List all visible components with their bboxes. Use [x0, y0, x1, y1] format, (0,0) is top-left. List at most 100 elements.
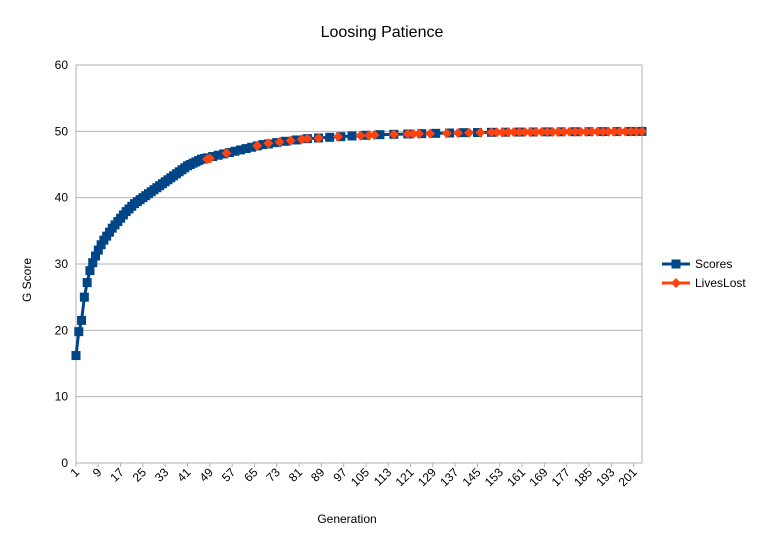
data-point [547, 126, 558, 137]
data-point [625, 126, 636, 137]
data-point [375, 130, 385, 140]
series-liveslost [202, 126, 647, 165]
y-tick-label: 50 [55, 124, 69, 138]
data-point [575, 126, 586, 137]
data-point [542, 126, 553, 137]
data-point [514, 127, 525, 138]
x-tick-label: 201 [616, 465, 640, 489]
data-point [302, 133, 313, 144]
data-point [614, 126, 625, 137]
data-point [355, 130, 366, 141]
data-point [96, 240, 106, 250]
x-tick-label: 113 [371, 465, 395, 489]
x-tick-label: 177 [549, 465, 573, 489]
data-point [586, 126, 597, 137]
data-point [637, 126, 647, 137]
data-point [464, 127, 475, 138]
y-tick-label: 10 [55, 390, 69, 404]
series-scores [71, 126, 647, 361]
x-tick-label: 81 [286, 465, 306, 485]
data-point [236, 145, 246, 155]
data-point [503, 127, 514, 138]
data-point [525, 126, 536, 137]
x-tick-label: 153 [482, 465, 506, 489]
data-point [570, 126, 581, 137]
data-point [388, 129, 399, 140]
data-point [452, 127, 463, 138]
data-point [74, 327, 84, 337]
y-tick-label: 0 [61, 456, 68, 470]
data-point [603, 126, 614, 137]
x-tick-label: 1 [67, 465, 82, 480]
data-point [592, 126, 603, 137]
data-point [85, 266, 95, 276]
data-point [486, 127, 497, 138]
x-tick-label: 137 [437, 465, 461, 489]
data-point [280, 136, 290, 146]
data-point [408, 128, 419, 139]
axes [75, 64, 643, 467]
y-tick-labels: 0 10 20 30 40 50 60 [55, 58, 69, 470]
data-point [519, 126, 530, 137]
x-tick-label: 65 [241, 465, 261, 485]
data-point [347, 131, 357, 141]
x-tick-label: 9 [90, 465, 105, 480]
x-tick-label: 161 [504, 465, 528, 489]
data-point [204, 153, 215, 164]
x-tick-label: 89 [308, 465, 328, 485]
y-tick-label: 60 [55, 58, 69, 72]
data-point [492, 127, 503, 138]
data-point [213, 150, 223, 160]
data-point [459, 128, 469, 138]
y-tick-label: 30 [55, 257, 69, 271]
grid [76, 64, 642, 464]
legend-label-liveslost: LivesLost [695, 276, 746, 290]
x-tick-label: 41 [174, 465, 194, 485]
data-point [79, 292, 89, 302]
data-point [508, 127, 519, 138]
y-tick-label: 40 [55, 191, 69, 205]
data-point [564, 126, 575, 137]
data-point [291, 135, 301, 145]
data-point [553, 126, 564, 137]
data-point [425, 128, 436, 139]
data-point [241, 144, 251, 154]
x-tick-label: 17 [107, 465, 127, 485]
data-point [252, 140, 263, 151]
x-tick-label: 145 [460, 465, 484, 489]
data-point [369, 129, 380, 140]
data-point [581, 126, 592, 137]
legend-marker-liveslost [671, 278, 681, 288]
plot-area [75, 64, 643, 464]
data-point [258, 140, 268, 150]
data-point [230, 146, 240, 156]
data-point [402, 128, 413, 139]
data-point [333, 131, 344, 142]
chart-title: Loosing Patience [321, 24, 444, 41]
data-point [325, 132, 335, 142]
data-point [274, 136, 285, 147]
x-tick-label: 169 [526, 465, 550, 489]
data-point [363, 130, 374, 141]
x-tick-label: 105 [348, 465, 372, 489]
x-tick-label: 73 [264, 465, 284, 485]
data-point [413, 128, 424, 139]
data-point [531, 126, 542, 137]
legend: Scores LivesLost [662, 257, 746, 290]
data-point [313, 132, 324, 143]
data-point [558, 126, 569, 137]
x-tick-label: 193 [593, 465, 617, 489]
data-point [71, 351, 81, 361]
legend-marker-scores [671, 259, 681, 269]
series-line-scores [74, 129, 643, 356]
data-point [221, 148, 232, 159]
x-tick-label: 185 [571, 465, 595, 489]
x-tick-labels: 1 9 17 25 33 41 49 57 65 73 81 89 971051131211291371… [67, 465, 639, 489]
x-tick-label: 33 [152, 465, 172, 485]
x-tick-label: 129 [415, 465, 439, 489]
y-axis-label: G Score [20, 258, 34, 302]
data-point [597, 126, 608, 137]
x-tick-label: 57 [219, 465, 239, 485]
data-point [536, 126, 547, 137]
